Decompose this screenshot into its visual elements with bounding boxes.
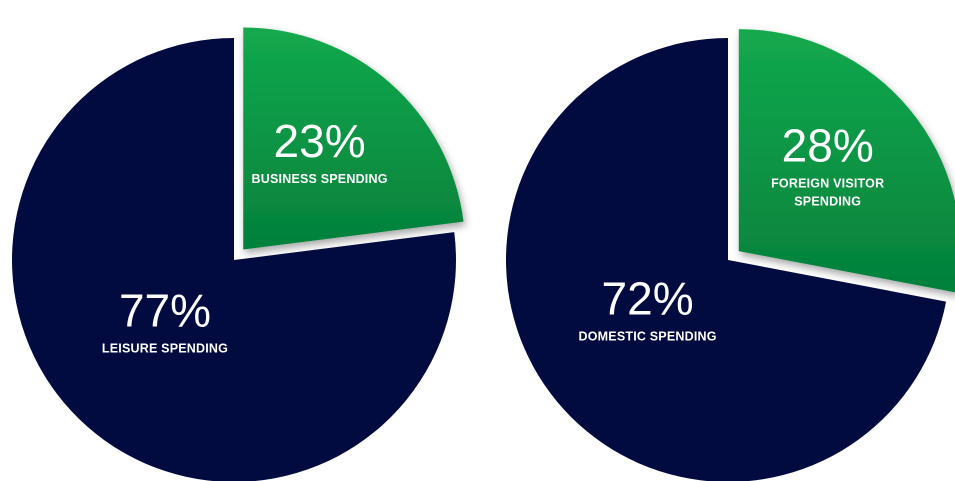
pie2-domestic-percent: 72% xyxy=(602,273,694,325)
pie2-foreign-label-line1: FOREIGN VISITOR xyxy=(771,177,884,191)
pie1-leisure-percent: 77% xyxy=(119,284,211,336)
pie1-leisure-label: LEISURE SPENDING xyxy=(102,341,228,355)
pie-chart-1: 23% BUSINESS SPENDING 77% LEISURE SPENDI… xyxy=(12,27,464,481)
pie1-slice-leisure xyxy=(12,38,456,481)
pie1-slice-business xyxy=(243,27,464,250)
pie2-domestic-label: DOMESTIC SPENDING xyxy=(579,330,717,344)
pie-chart-2: 28% FOREIGN VISITOR SPENDING 72% DOMESTI… xyxy=(506,29,955,481)
pie2-foreign-label-line2: SPENDING xyxy=(794,195,861,209)
pie2-slice-foreign-visitor xyxy=(738,29,955,293)
pie2-slice-domestic xyxy=(506,38,947,481)
pie1-business-label: BUSINESS SPENDING xyxy=(252,172,388,186)
pie1-business-percent: 23% xyxy=(274,115,366,167)
pie2-foreign-percent: 28% xyxy=(782,120,874,172)
